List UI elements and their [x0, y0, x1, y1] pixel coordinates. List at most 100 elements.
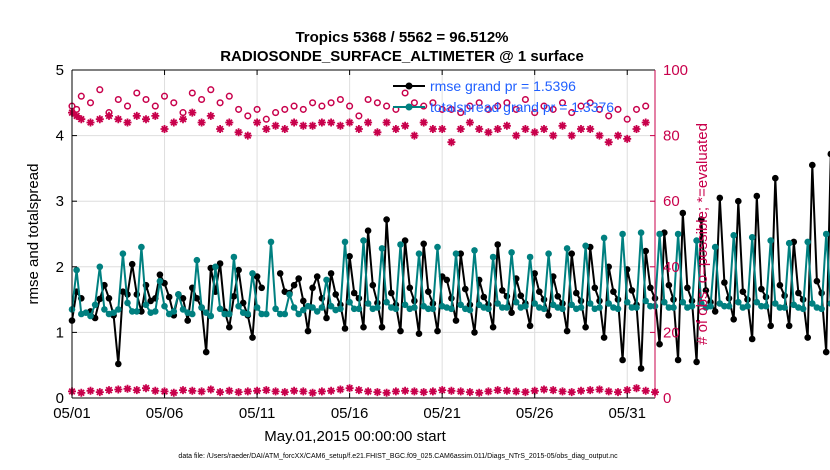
data-point — [276, 270, 284, 277]
x-tick-label: 05/01 — [53, 405, 91, 422]
obs-evaluated-marker — [614, 388, 622, 397]
data-point — [401, 237, 409, 244]
data-point — [665, 281, 673, 289]
data-point — [725, 302, 733, 310]
data-point — [258, 310, 266, 318]
data-point — [711, 243, 719, 251]
obs-evaluated-marker — [169, 118, 178, 127]
obs-evaluated-marker — [86, 386, 95, 395]
data-point — [480, 293, 488, 301]
obs-evaluated-marker — [72, 111, 81, 120]
obs-evaluated-marker — [641, 118, 650, 127]
obs-evaluated-marker — [373, 128, 382, 137]
data-point — [337, 305, 344, 313]
data-point — [138, 243, 145, 251]
data-point — [179, 295, 187, 302]
data-point — [138, 308, 145, 315]
obs-evaluated-marker — [77, 115, 86, 124]
data-point — [776, 281, 784, 289]
y-axis-right-label: # of obs: o=possible; *=evaluated — [694, 123, 711, 345]
data-point — [684, 284, 691, 292]
obs-evaluated-marker — [493, 386, 502, 395]
obs-evaluated-marker — [308, 121, 317, 130]
data-point — [115, 306, 122, 313]
y-tick-label: 2 — [56, 259, 64, 276]
obs-possible-marker — [642, 102, 650, 110]
obs-possible-marker — [447, 105, 455, 113]
data-point — [235, 302, 242, 310]
data-point — [471, 329, 478, 336]
obs-evaluated-marker — [345, 384, 354, 393]
obs-evaluated-marker — [95, 115, 104, 124]
data-point — [452, 317, 460, 324]
obs-possible-marker — [318, 102, 326, 110]
obs-evaluated-marker — [401, 386, 410, 395]
data-point — [350, 305, 358, 313]
axes: 0 0 1 20 2 40 3 60 4 80 5 100 05/01 05/06 05/11 05/16 05… — [53, 62, 688, 422]
data-point — [295, 275, 303, 282]
data-point — [383, 216, 390, 223]
obs-possible-marker — [170, 99, 178, 107]
data-point — [563, 245, 571, 252]
data-point — [494, 300, 502, 307]
obs-evaluated-marker — [271, 387, 280, 396]
obs-evaluated-marker — [549, 386, 558, 395]
data-point — [508, 309, 515, 317]
obs-possible-marker — [225, 92, 233, 100]
obs-evaluated-marker — [614, 131, 622, 140]
data-point — [327, 302, 335, 310]
legend-marker-rmse — [405, 82, 413, 90]
obs-possible-marker — [160, 92, 169, 100]
data-point — [202, 309, 210, 317]
data-point — [388, 289, 395, 297]
footer-data-file: data file: /Users/raeder/DAI/ATM_forcXX/… — [178, 453, 618, 460]
obs-possible-marker — [244, 112, 252, 120]
data-point — [471, 247, 478, 254]
data-point — [804, 238, 811, 246]
obs-possible-marker — [558, 99, 567, 107]
data-point — [647, 284, 654, 292]
data-point — [466, 306, 474, 314]
obs-evaluated-marker — [114, 385, 123, 394]
obs-possible-marker — [540, 102, 548, 110]
obs-evaluated-marker — [567, 388, 576, 397]
obs-evaluated-marker — [336, 385, 345, 394]
data-point — [619, 230, 626, 238]
plot-series — [68, 86, 830, 397]
data-point — [175, 291, 182, 298]
data-point — [799, 305, 807, 313]
obs-evaluated-marker — [206, 385, 215, 394]
data-point — [605, 300, 612, 307]
obs-evaluated-marker — [169, 388, 178, 397]
obs-evaluated-marker — [345, 118, 354, 127]
obs-possible-marker — [77, 92, 85, 100]
data-point — [600, 234, 608, 242]
obs-evaluated-marker — [253, 386, 262, 395]
obs-possible-marker — [336, 95, 344, 104]
data-point — [563, 327, 571, 335]
obs-evaluated-marker — [77, 388, 86, 397]
obs-evaluated-marker — [382, 388, 391, 397]
data-point — [235, 266, 242, 274]
obs-possible-marker — [586, 99, 594, 107]
data-point — [536, 288, 543, 296]
data-point — [457, 250, 465, 257]
data-point — [674, 230, 682, 238]
data-point — [124, 299, 131, 307]
data-point — [665, 304, 673, 311]
y-tick-label: 3 — [56, 193, 64, 210]
obs-evaluated-marker — [354, 386, 363, 395]
data-point — [711, 308, 719, 315]
data-point — [748, 234, 756, 241]
data-point — [170, 308, 178, 315]
data-point — [415, 250, 423, 257]
data-point — [679, 209, 687, 217]
data-point — [425, 305, 432, 313]
obs-possible-marker — [142, 95, 150, 104]
data-point — [772, 300, 779, 307]
data-point — [809, 161, 816, 169]
data-point — [295, 310, 303, 318]
data-point — [253, 273, 261, 280]
series-totalspread — [68, 229, 830, 320]
data-point — [360, 237, 367, 244]
